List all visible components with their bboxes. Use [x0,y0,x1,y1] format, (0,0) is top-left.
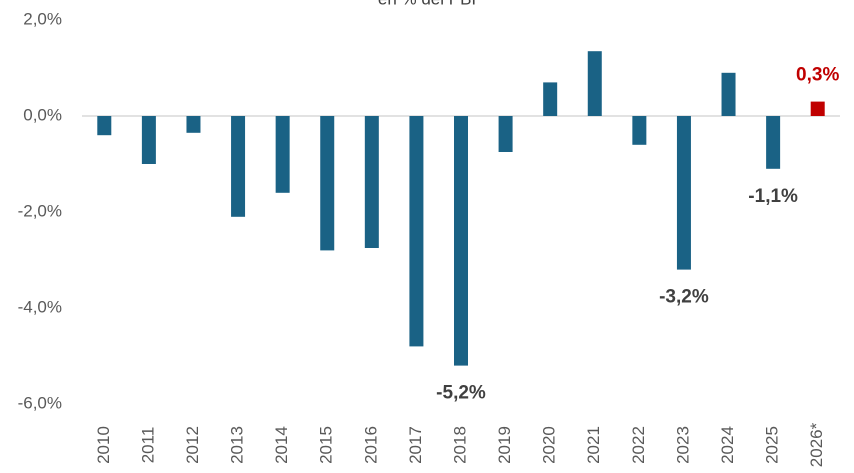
bar [810,101,825,116]
x-tick-label: 2020 [540,426,559,464]
bar [186,116,201,133]
x-tick-label: 2024 [718,426,737,464]
x-tick-label: 2026* [807,422,826,467]
chart-title: en % del PBI [378,0,476,8]
y-tick-label: 0,0% [23,105,62,124]
bar [543,82,558,116]
bar [141,116,156,164]
x-tick-label: 2014 [272,426,291,464]
bar [409,116,424,347]
bar [676,116,691,270]
bar [498,116,513,152]
x-tick-label: 2010 [94,426,113,464]
x-tick-label: 2018 [450,426,469,464]
y-tick-label: -2,0% [18,201,62,220]
x-tick-label: 2017 [406,426,425,464]
x-tick-label: 2022 [629,426,648,464]
bar [97,116,112,136]
x-tick-label: 2021 [584,426,603,464]
bar [231,116,246,217]
x-tick-label: 2023 [673,426,692,464]
value-label: -3,2% [659,287,709,308]
x-tick-label: 2025 [763,426,782,464]
x-tick-label: 2016 [361,426,380,464]
x-tick-label: 2015 [317,426,336,464]
y-tick-label: -6,0% [18,393,62,412]
value-label: -1,1% [748,186,798,207]
bar [721,72,736,116]
value-label: -5,2% [436,383,486,404]
value-label: 0,3% [796,65,839,86]
x-tick-label: 2019 [495,426,514,464]
bar [632,116,647,145]
bar [275,116,290,193]
y-tick-label: -4,0% [18,297,62,316]
bar [454,116,468,366]
x-tick-label: 2011 [138,427,157,464]
bar [766,116,781,169]
x-tick-label: 2013 [228,426,247,464]
y-tick-label: 2,0% [23,9,62,28]
bar [364,116,379,248]
bar [587,51,602,117]
bar [320,116,335,251]
x-tick-label: 2012 [183,426,202,464]
